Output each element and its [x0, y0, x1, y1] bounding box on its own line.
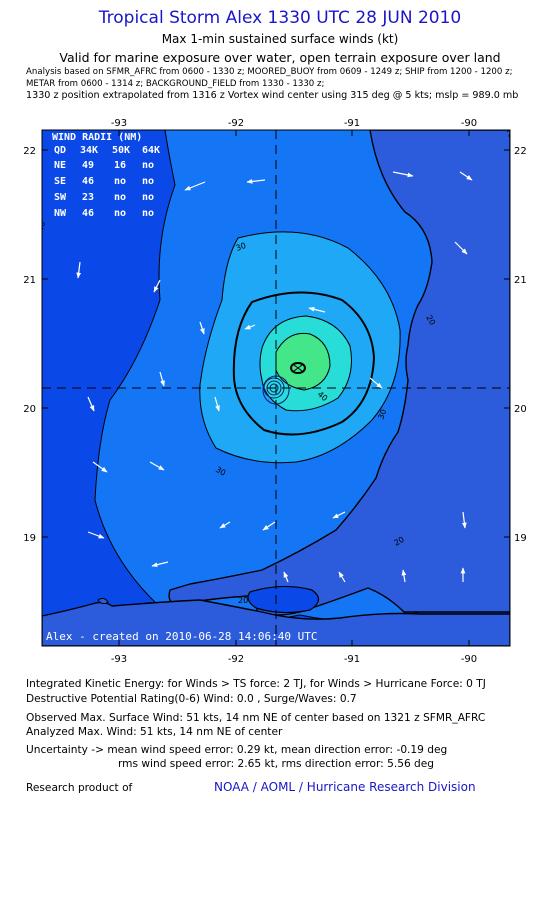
radii-se-64k: no — [142, 176, 154, 187]
wind-vector-arrow — [332, 511, 346, 519]
axis-labels: -93 -92 -91 -90 -93 -92 -91 -90 22 21 20… — [23, 118, 526, 665]
wind-band-50-60 — [275, 332, 331, 391]
wind-vector-arrow — [283, 571, 289, 583]
uncertainty-rms: rms wind speed error: 2.65 kt, rms direc… — [118, 758, 435, 770]
wind-vector-arrow — [262, 521, 276, 531]
wind-vector-arrow — [246, 179, 266, 184]
wind-vector-arrow — [219, 521, 231, 529]
destructive-rating-line: Destructive Potential Rating(0-6) Wind: … — [26, 693, 357, 705]
radii-sw-64k: no — [142, 192, 154, 203]
lat-tick-right: 20 — [514, 404, 527, 415]
lat-tick-left: 19 — [23, 533, 36, 544]
radii-nw-64k: no — [142, 208, 154, 219]
lon-tick-top: -91 — [344, 118, 360, 129]
uncertainty-mean: Uncertainty -> mean wind speed error: 0.… — [26, 744, 448, 756]
radii-se-label: SE — [54, 176, 66, 187]
wind-vector-arrow — [214, 396, 220, 412]
contour-label: 20 — [506, 127, 519, 139]
wind-vector-arrow — [401, 569, 407, 583]
radii-se-34k: 46 — [82, 176, 94, 187]
wind-vector-arrow — [392, 171, 414, 178]
wind-vector-arrow — [92, 461, 108, 473]
radii-se-50k: no — [114, 176, 126, 187]
contour-label: 20 — [424, 314, 437, 327]
radii-header-qd: QD — [54, 145, 66, 156]
wind-vector-arrow — [308, 306, 326, 313]
wind-vector-arrow — [459, 171, 473, 181]
wind-field-map: 20 20 20 20 20 30 30 30 40 WIND RADII (N… — [23, 118, 526, 665]
island-west — [97, 597, 109, 605]
lon-tick-bottom: -92 — [228, 654, 244, 665]
wind-vector-arrow — [461, 511, 467, 529]
observed-max-wind: Observed Max. Surface Wind: 51 kts, 14 n… — [26, 712, 486, 724]
radii-sw-34k: 23 — [82, 192, 94, 203]
radii-nw-34k: 46 — [82, 208, 94, 219]
lat-tick-right: 22 — [514, 146, 527, 157]
radii-ne-64k: no — [142, 160, 154, 171]
position-extrapolation-note: 1330 z position extrapolated from 1316 z… — [26, 90, 519, 101]
contour-label: 20 — [393, 535, 406, 548]
lat-tick-left: 22 — [23, 146, 36, 157]
radii-header-34k: 34K — [80, 145, 98, 156]
wind-vector-field — [76, 171, 473, 583]
radii-nw-50k: no — [114, 208, 126, 219]
radii-sw-50k: no — [114, 192, 126, 203]
radii-header-50k: 50K — [112, 145, 130, 156]
lon-tick-bottom: -93 — [111, 654, 127, 665]
contour-label: 30 — [235, 241, 248, 253]
lon-tick-top: -93 — [111, 118, 127, 129]
lon-tick-bottom: -91 — [344, 654, 360, 665]
noaa-aoml-credit[interactable]: NOAA / AOML / Hurricane Research Divisio… — [214, 780, 476, 794]
wind-vector-arrow — [184, 181, 206, 191]
map-title: Tropical Storm Alex 1330 UTC 28 JUN 2010 — [98, 8, 462, 28]
analyzed-max-wind: Analyzed Max. Wind: 51 kts, 14 nm NE of … — [26, 726, 283, 738]
radii-ne-label: NE — [54, 160, 66, 171]
wind-radii-title: WIND RADII (NM) — [52, 132, 142, 143]
lat-tick-right: 21 — [514, 275, 527, 286]
contour-label: 30 — [214, 465, 227, 478]
lagoon-outline — [247, 585, 320, 614]
created-stamp: Alex - created on 2010-06-28 14:06:40 UT… — [46, 630, 318, 643]
wind-vector-arrow — [153, 279, 161, 293]
radii-header-64k: 64K — [142, 145, 160, 156]
tick-marks — [42, 130, 510, 646]
wind-vector-arrow — [159, 371, 165, 387]
lat-tick-left: 20 — [23, 404, 36, 415]
wind-radii-table: WIND RADII (NM) QD 34K 50K 64K NE 49 16 … — [52, 132, 160, 219]
radii-ne-50k: 16 — [114, 160, 126, 171]
radii-ne-34k: 49 — [82, 160, 94, 171]
radii-nw-label: NW — [54, 208, 67, 219]
lat-tick-left: 21 — [23, 275, 36, 286]
lat-tick-right: 19 — [514, 533, 527, 544]
contour-label-group: 20 20 20 20 20 30 30 30 40 — [35, 127, 519, 605]
wind-vector-arrow — [454, 241, 468, 255]
max-wind-cross — [293, 364, 303, 372]
lon-tick-bottom: -90 — [461, 654, 477, 665]
wind-vector-arrow — [338, 571, 346, 583]
max-wind-marker — [290, 362, 306, 374]
analysis-sources-line2: METAR from 0600 - 1314 z; BACKGROUND_FIE… — [26, 79, 325, 89]
wind-vector-arrow — [149, 461, 165, 471]
lon-tick-top: -92 — [228, 118, 244, 129]
wind-vector-arrow — [87, 531, 105, 539]
wind-vector-arrow — [244, 324, 256, 330]
research-product-label: Research product of — [26, 782, 133, 794]
contour-label: 20 — [238, 596, 248, 605]
contour-label: 30 — [376, 408, 388, 421]
land-south — [42, 599, 510, 646]
plot-frame — [41, 129, 511, 647]
kinetic-energy-line: Integrated Kinetic Energy: for Winds > T… — [26, 678, 486, 690]
contour-label: 20 — [35, 220, 47, 233]
analysis-sources-line1: Analysis based on SFMR_AFRC from 0600 - … — [26, 67, 513, 77]
wind-vector-arrow — [199, 321, 205, 335]
wind-vector-arrow — [151, 561, 169, 568]
map-subtitle: Max 1-min sustained surface winds (kt) — [161, 32, 399, 46]
wind-vector-arrow — [76, 261, 82, 279]
radii-sw-label: SW — [54, 192, 67, 203]
wind-vector-arrow — [87, 396, 95, 412]
wind-vector-arrow — [369, 377, 383, 389]
contour-34kt — [232, 291, 376, 436]
validity-note: Valid for marine exposure over water, op… — [59, 50, 501, 65]
lon-tick-top: -90 — [461, 118, 477, 129]
